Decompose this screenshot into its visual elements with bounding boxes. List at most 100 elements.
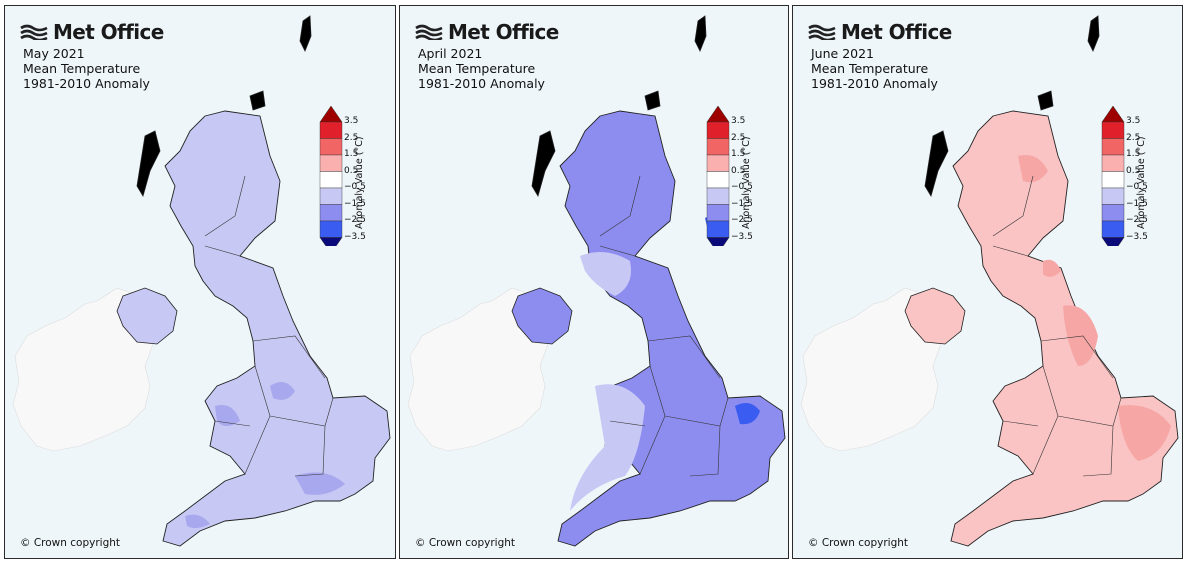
legend-bin-top xyxy=(319,105,343,123)
hebrides-islands xyxy=(924,130,949,198)
legend-bin xyxy=(319,220,343,238)
map-title-month: May 2021 xyxy=(23,46,85,61)
legend-tick-label: −1.5 xyxy=(1126,198,1148,209)
anomaly-patch xyxy=(270,382,295,400)
uk-anomaly-map xyxy=(12,15,391,547)
map-title-baseline: 1981-2010 Anomaly xyxy=(811,76,938,91)
legend-bin xyxy=(1101,220,1125,238)
met-office-logo: Met Office xyxy=(414,20,559,44)
met-office-logo: Met Office xyxy=(19,20,164,44)
legend-bin-bottom xyxy=(319,237,343,254)
anomaly-patch xyxy=(580,252,631,296)
anomaly-patch xyxy=(570,384,645,511)
orkney-islands xyxy=(1037,90,1054,111)
anomaly-patch xyxy=(295,472,345,495)
legend-tick-label: −0.5 xyxy=(1126,182,1148,192)
legend-bin xyxy=(706,204,730,222)
legend-bin xyxy=(319,154,343,172)
region-boundaries xyxy=(992,175,1122,477)
region-boundaries xyxy=(204,175,334,477)
legend-tick-label: 2.5 xyxy=(1126,132,1141,143)
color-legend: 3.5 2.5 1.5 0.5 −0.5 −1.5 −2.5 −3.5 Anomaly Val… xyxy=(1101,105,1148,254)
legend-tick-label: −1.5 xyxy=(344,198,366,209)
anomaly-patch xyxy=(215,405,240,426)
legend-bin xyxy=(706,171,730,189)
met-office-logo: Met Office xyxy=(807,20,952,44)
legend-tick-label: −1.5 xyxy=(731,198,753,209)
cold-patch xyxy=(735,402,760,425)
met-office-wave-icon xyxy=(808,24,836,40)
legend-bin xyxy=(319,187,343,205)
copyright-notice: © Crown copyright xyxy=(808,537,909,549)
legend-bin-bottom xyxy=(706,237,730,254)
map-title-month: June 2021 xyxy=(811,46,875,61)
orkney-islands xyxy=(644,90,661,111)
legend-tick-label: 1.5 xyxy=(344,149,359,159)
map-title-month: April 2021 xyxy=(418,46,483,61)
legend-tick-label: 1.5 xyxy=(731,149,746,159)
legend-tick-label: −2.5 xyxy=(344,215,366,225)
legend-tick-label: −3.5 xyxy=(344,231,366,242)
uk-anomaly-map xyxy=(800,15,1179,547)
map-title-baseline: 1981-2010 Anomaly xyxy=(23,76,150,91)
brand-name: Met Office xyxy=(841,20,952,44)
legend-tick-label: −2.5 xyxy=(1126,215,1148,225)
legend-bin xyxy=(319,138,343,156)
legend-tick-label: 2.5 xyxy=(344,132,359,143)
great-britain-region xyxy=(950,110,1179,547)
map-title-variable: Mean Temperature xyxy=(418,61,536,76)
legend-title: Anomaly Value (°C) xyxy=(1136,136,1147,229)
copyright-notice: © Crown copyright xyxy=(20,537,121,549)
legend-bin-bottom xyxy=(1101,237,1125,254)
map-panel-may: Met Office May 2021 Mean Temperature 198… xyxy=(4,5,396,559)
legend-bin xyxy=(1101,171,1125,189)
legend-bin xyxy=(1101,121,1125,139)
legend-tick-label: 3.5 xyxy=(344,116,359,126)
orkney-islands xyxy=(249,90,266,111)
map-title-block: May 2021 Mean Temperature 1981-2010 Anom… xyxy=(23,46,150,91)
legend-bin xyxy=(319,121,343,139)
legend-tick-label: −0.5 xyxy=(731,182,753,192)
map-title-variable: Mean Temperature xyxy=(811,61,929,76)
legend-tick-label: 3.5 xyxy=(731,116,746,126)
uk-anomaly-map xyxy=(407,15,786,547)
legend-tick-label: 0.5 xyxy=(1126,165,1141,176)
legend-tick-label: 2.5 xyxy=(731,132,746,143)
anomaly-patch xyxy=(1118,405,1171,461)
legend-tick-label: 0.5 xyxy=(344,165,359,176)
legend-title: Anomaly Value (°C) xyxy=(354,136,365,229)
legend-bin xyxy=(319,171,343,189)
brand-name: Met Office xyxy=(53,20,164,44)
legend-bin xyxy=(706,187,730,205)
legend-tick-label: −2.5 xyxy=(731,215,753,225)
legend-color-bar xyxy=(706,105,730,254)
map-title-variable: Mean Temperature xyxy=(23,61,141,76)
map-title-baseline: 1981-2010 Anomaly xyxy=(418,76,545,91)
legend-tick-label: −3.5 xyxy=(1126,231,1148,242)
anomaly-patch xyxy=(1063,305,1098,366)
color-legend: 3.5 2.5 1.5 0.5 −0.5 −1.5 −2.5 −3.5 Anomaly Val… xyxy=(706,105,753,254)
anomaly-patch xyxy=(185,514,210,529)
shetland-islands xyxy=(1087,15,1100,52)
legend-bin-top xyxy=(1101,105,1125,123)
legend-color-bar xyxy=(1101,105,1125,254)
legend-bin-top xyxy=(706,105,730,123)
legend-bin xyxy=(1101,187,1125,205)
region-boundaries xyxy=(599,175,729,477)
northern-ireland-region xyxy=(511,287,573,345)
legend-bin xyxy=(1101,154,1125,172)
legend-bin xyxy=(706,220,730,238)
legend-bin xyxy=(706,138,730,156)
shetland-islands xyxy=(694,15,707,52)
hebrides-islands xyxy=(136,130,161,198)
map-panel-april: Met Office April 2021 Mean Temperature 1… xyxy=(399,5,789,559)
legend-bin xyxy=(1101,204,1125,222)
copyright-notice: © Crown copyright xyxy=(415,537,516,549)
northern-ireland-region xyxy=(904,287,966,345)
anomaly-patch xyxy=(1018,155,1048,183)
legend-color-bar xyxy=(319,105,343,254)
met-office-wave-icon xyxy=(20,24,48,40)
color-legend: 3.5 2.5 1.5 0.5 −0.5 −1.5 −2.5 −3.5 Anomaly Val… xyxy=(319,105,366,254)
legend-bin xyxy=(706,121,730,139)
anomaly-patch xyxy=(1043,259,1061,277)
